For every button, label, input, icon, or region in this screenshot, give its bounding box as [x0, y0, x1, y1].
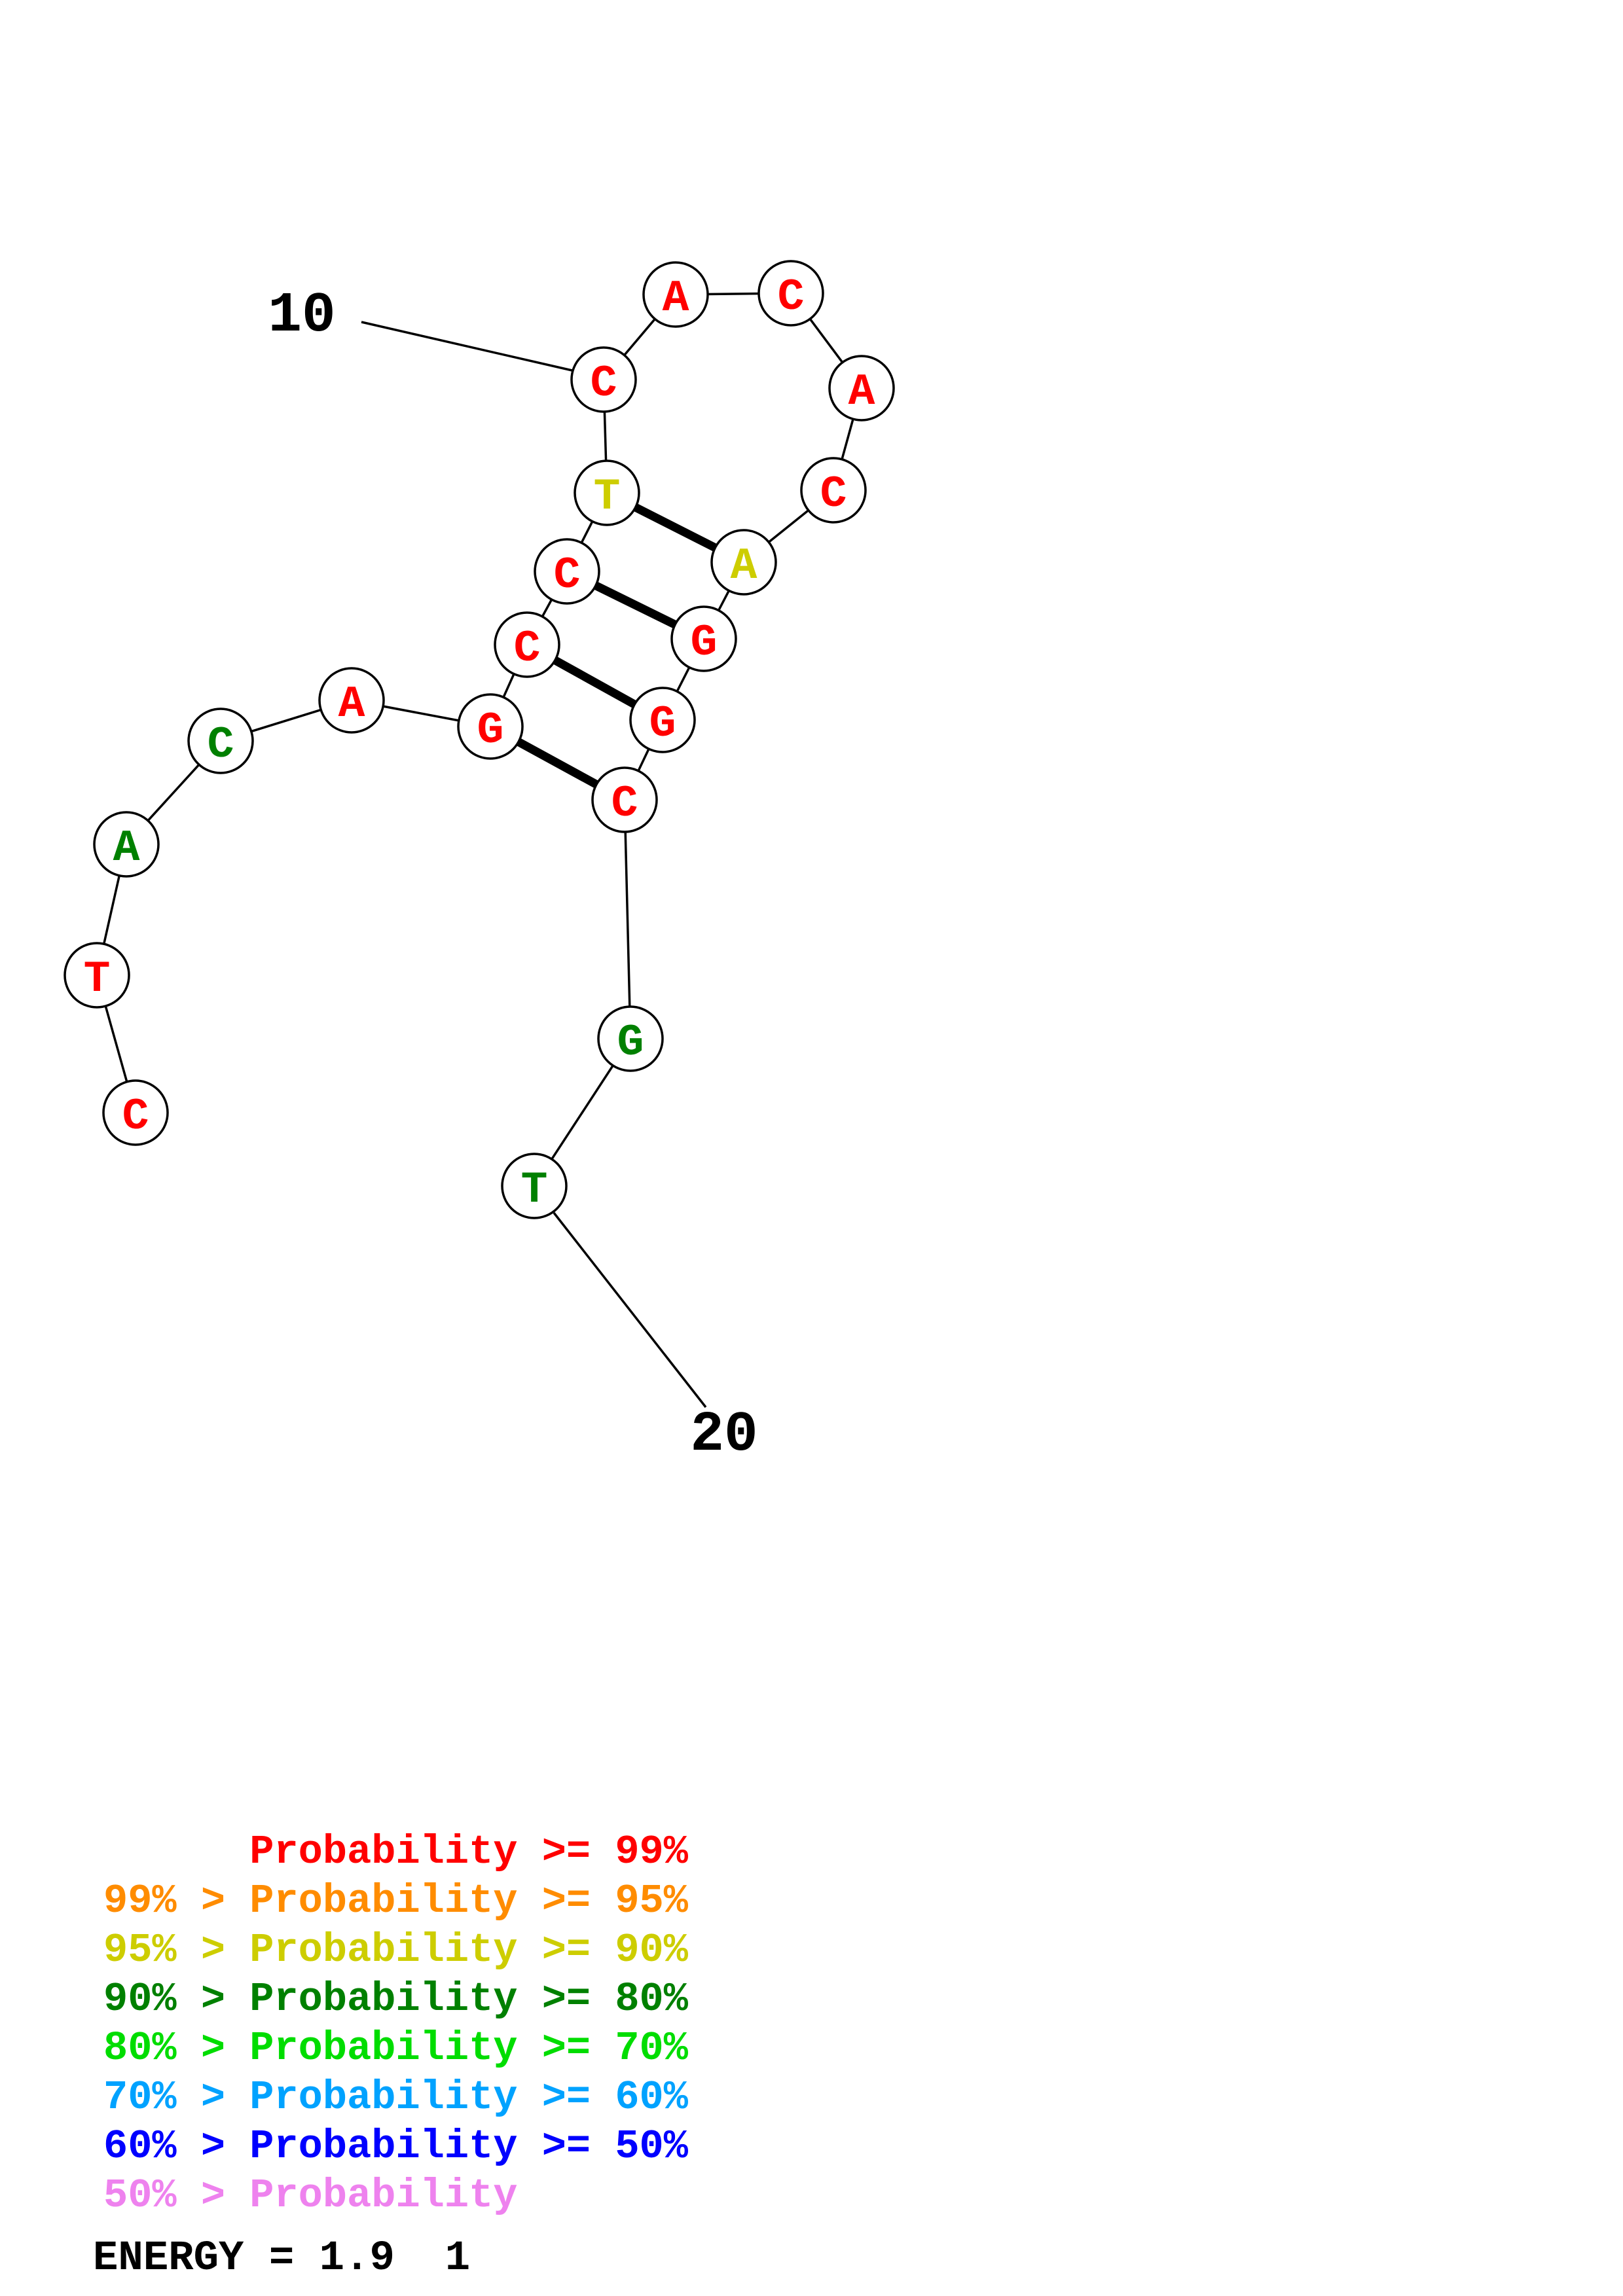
nucleotide-circle: [597, 1005, 664, 1072]
nucleotide-circle: [93, 811, 160, 878]
nucleotide-base: G: [691, 618, 718, 668]
legend-line: 70% > Probability >= 60%: [103, 2074, 688, 2121]
probability-legend: Probability >= 99% 99% > Probability >= …: [103, 1827, 688, 2220]
nucleotide-circle: [574, 459, 640, 526]
nucleotide-circle: [64, 942, 130, 1009]
nucleotide-circles: [64, 260, 895, 1219]
nucleotide-base: A: [731, 541, 757, 592]
label-10-line: [361, 321, 573, 372]
nucleotide-base: C: [820, 469, 847, 520]
label-20-line: [553, 1211, 707, 1408]
label-lines: [361, 321, 707, 1408]
legend-line: 95% > Probability >= 90%: [103, 1927, 688, 1973]
nucleotide-circle: [710, 529, 777, 596]
nucleotide-base: C: [514, 624, 541, 674]
legend-line: 80% > Probability >= 70%: [103, 2025, 688, 2072]
position-label-10: 10: [268, 283, 335, 348]
nucleotide-base: G: [649, 699, 676, 749]
legend-line: 99% > Probability >= 95%: [103, 1878, 688, 1924]
nucleotide-base: T: [84, 954, 111, 1005]
legend-line: 90% > Probability >= 80%: [103, 1976, 688, 2022]
position-label-20: 20: [690, 1403, 757, 1467]
nucleotide-base: C: [208, 720, 234, 770]
nucleotide-circle: [318, 667, 385, 734]
nucleotide-base: C: [611, 779, 638, 829]
nucleotide-circle: [457, 693, 524, 760]
nucleotide-circle: [570, 346, 637, 413]
energy-text: ENERGY = 1.9 1: [93, 2235, 471, 2282]
nucleotide-base: A: [113, 823, 140, 874]
backbone-line: [623, 799, 632, 1039]
nucleotide-circle: [102, 1079, 169, 1146]
nucleotide-base: A: [338, 679, 365, 730]
nucleotide-base: T: [594, 472, 621, 522]
nucleotide-bases: C T A C A G C C T C A C A C A G G C G T: [84, 272, 875, 1215]
nucleotide-circle: [494, 611, 560, 678]
nucleotide-base: A: [848, 367, 875, 418]
nucleotide-base: C: [778, 272, 805, 323]
nucleotide-base: G: [477, 706, 504, 756]
nucleotide-circle: [591, 766, 658, 833]
nucleotide-circle: [642, 261, 709, 328]
legend-line: Probability >= 99%: [103, 1829, 688, 1875]
nucleotide-circle: [757, 260, 824, 327]
nucleotide-base: C: [122, 1092, 149, 1142]
nucleotide-circle: [534, 538, 600, 605]
nucleotide-base: T: [521, 1165, 548, 1215]
nucleotide-circle: [629, 687, 696, 753]
legend-line: 60% > Probability >= 50%: [103, 2123, 688, 2170]
nucleotide-base: C: [554, 550, 581, 601]
nucleotide-circle: [670, 605, 737, 672]
nucleotide-base: G: [617, 1018, 644, 1068]
nucleotide-base: C: [591, 359, 617, 409]
nucleotide-circle: [187, 708, 254, 774]
nucleotide-circle: [828, 355, 895, 422]
nucleotide-circle: [800, 457, 867, 524]
nucleotide-base: A: [663, 274, 689, 324]
nucleotide-circle: [501, 1153, 568, 1219]
legend-line: 50% > Probability: [103, 2172, 518, 2219]
